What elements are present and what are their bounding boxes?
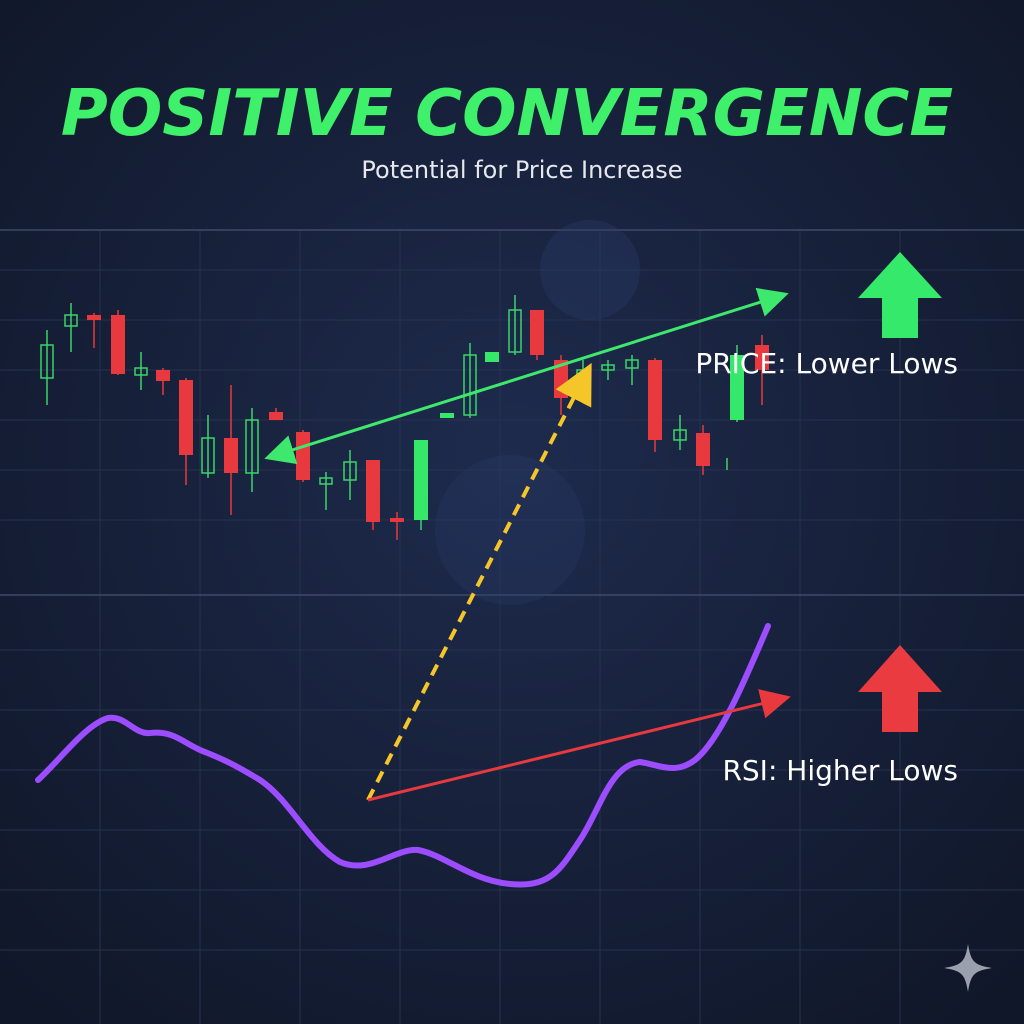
divergence-arrow: [366, 362, 592, 801]
up-arrow-red: [858, 645, 942, 732]
rsi-line: [35, 623, 771, 888]
subtitle: Potential for Price Increase: [361, 156, 682, 184]
grid: [0, 230, 1024, 1024]
up-arrow-green: [858, 252, 942, 338]
rsi-trend-arrow: [367, 689, 791, 802]
price-trend-arrow: [264, 287, 789, 465]
price-label: PRICE: Lower Lows: [695, 347, 958, 380]
title: POSITIVE CONVERGENCE: [61, 77, 953, 151]
glow: [435, 455, 585, 605]
sparkle-icon: [944, 944, 992, 992]
rsi-label: RSI: Higher Lows: [722, 754, 958, 787]
glow: [540, 220, 640, 320]
